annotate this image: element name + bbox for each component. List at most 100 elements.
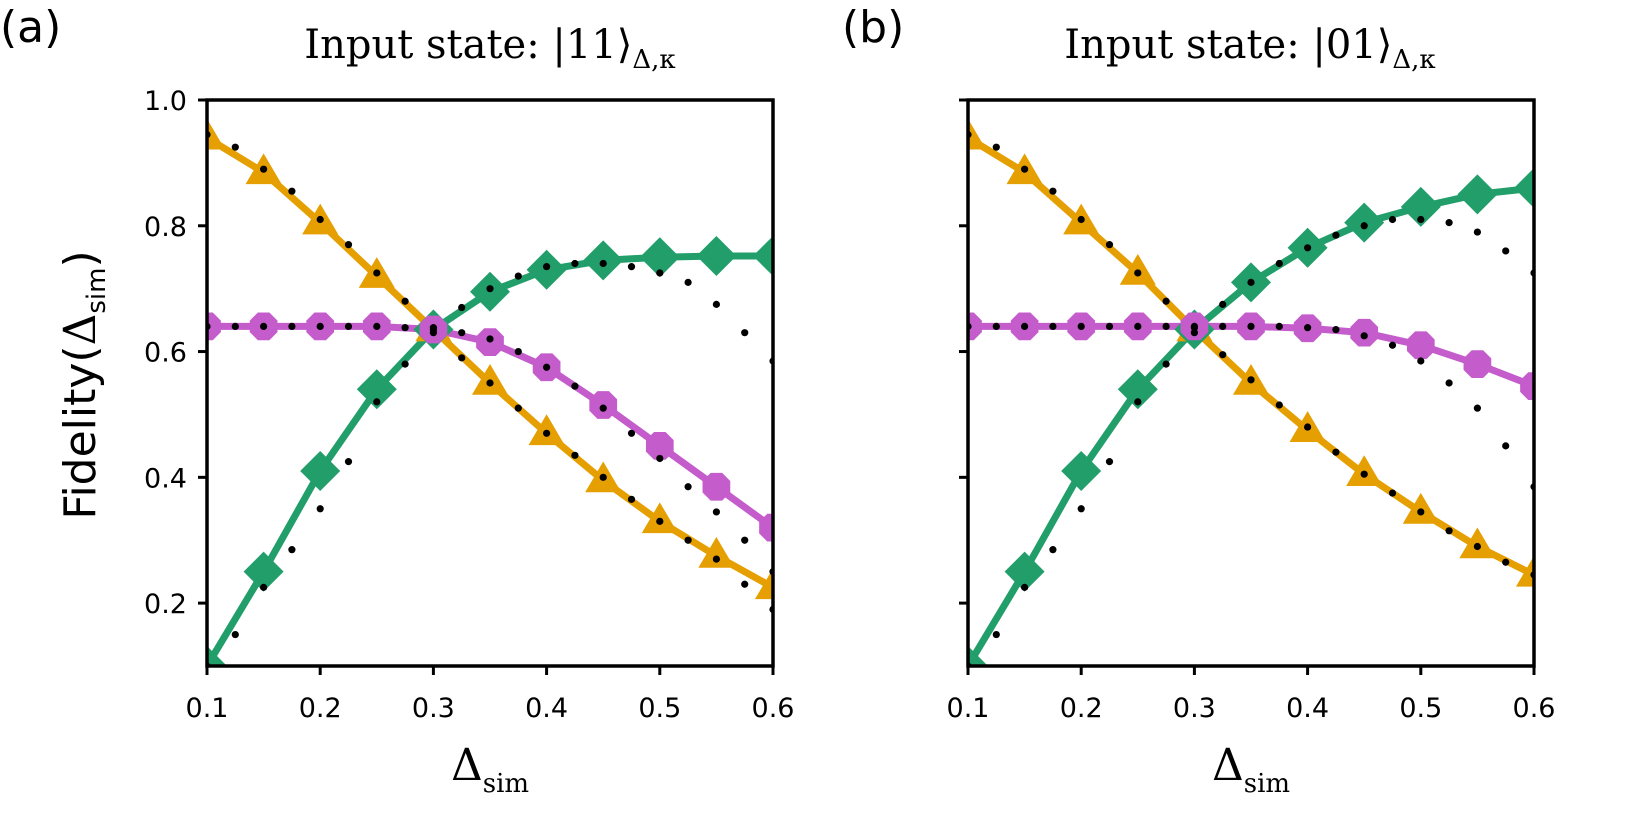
orange-dotted-dot xyxy=(1360,470,1368,478)
purple-octagons-marker xyxy=(207,312,221,341)
green-diamonds-marker xyxy=(300,451,341,492)
purple-dotted-dot xyxy=(1332,325,1340,334)
orange-dotted-dot xyxy=(741,580,749,588)
x-axis-label: Δsim xyxy=(451,740,529,799)
purple-dotted-dot xyxy=(1021,322,1029,330)
x-tick-label: 0.3 xyxy=(1173,693,1216,724)
purple-dotted-dot xyxy=(712,508,721,516)
panel-a: (a) Input state: |11⟩Δ,κ 0.1 0.2 0.3 0.4 0.5 0.… xyxy=(0,2,794,799)
purple-octagons-marker xyxy=(759,513,773,542)
green-diamonds-marker xyxy=(356,369,397,410)
x-tick-label: 0.5 xyxy=(1399,693,1442,724)
purple-dotted-dot xyxy=(373,322,381,330)
orange-dotted-dot xyxy=(1417,508,1425,516)
orange-dotted-dot xyxy=(712,555,721,563)
purple-dotted-dot xyxy=(316,322,324,330)
axes-frame xyxy=(205,98,775,668)
purple-dotted-dot xyxy=(627,429,636,437)
orange-dotted-dot xyxy=(1162,297,1170,305)
orange-dotted-dot xyxy=(627,495,636,503)
green-diamonds-marker xyxy=(1514,168,1534,209)
orange-dotted-dot xyxy=(260,165,268,173)
x-tick-label: 0.4 xyxy=(1286,693,1329,724)
orange-dotted-dot xyxy=(656,517,664,525)
orange-dotted-dot xyxy=(401,297,409,305)
purple-octagons-marker xyxy=(968,312,982,341)
green-dotted-dot xyxy=(514,272,522,280)
purple-octagons-marker xyxy=(1520,372,1534,401)
green-dotted-dot xyxy=(1445,219,1453,227)
orange-dotted-dot xyxy=(684,536,692,544)
green-diamonds-marker xyxy=(243,551,284,592)
purple-dotted-dot xyxy=(741,536,749,544)
orange-dotted-dot xyxy=(373,269,381,277)
green-dotted-dot xyxy=(1417,215,1425,224)
green-dotted-dot xyxy=(1360,222,1368,230)
orange-triangles-marker xyxy=(968,118,987,150)
x-tick-label: 0.6 xyxy=(1513,693,1556,724)
x-tick-label: 0.1 xyxy=(186,693,229,724)
purple-dotted-dot xyxy=(599,404,607,412)
purple-dotted-dot xyxy=(1388,341,1397,349)
y-tick-label: 0.8 xyxy=(144,212,187,243)
purple-dotted-dot xyxy=(1417,357,1425,365)
green-dotted-dot xyxy=(684,278,692,286)
green-dotted-dot xyxy=(992,630,1000,639)
purple-dotted-dot xyxy=(1049,322,1057,330)
green-dotted-dot xyxy=(1021,583,1029,591)
orange-triangles-marker xyxy=(754,568,773,600)
plot-area xyxy=(207,118,773,666)
purple-dotted-dot xyxy=(231,322,239,330)
purple-dotted-dot xyxy=(656,454,664,463)
green-diamonds-marker xyxy=(968,646,988,666)
purple-dotted-dot xyxy=(1105,322,1114,330)
orange-dotted-dot xyxy=(571,451,579,459)
x-tick-label: 0.6 xyxy=(752,693,795,724)
orange-dotted-dot xyxy=(486,379,494,387)
orange-dotted-dot xyxy=(288,187,296,195)
chart-title: Input state: |11⟩Δ,κ xyxy=(304,22,675,75)
y-tick-label: 0.6 xyxy=(144,338,187,369)
purple-dotted-dot xyxy=(458,329,466,337)
orange-triangles-marker xyxy=(641,502,678,534)
green-dotted-dot xyxy=(712,300,721,308)
orange-dotted-dot xyxy=(458,354,466,362)
green-dotted-dot xyxy=(1332,231,1340,239)
orange-triangles-marker xyxy=(1346,455,1383,486)
green-dotted-dot xyxy=(1134,398,1142,406)
purple-dotted-dot xyxy=(1473,404,1481,412)
x-tick-label: 0.4 xyxy=(525,693,568,724)
purple-octagons-line xyxy=(207,322,773,531)
green-dotted-dot xyxy=(344,458,353,466)
y-axis-label: Fidelity(Δsim) xyxy=(55,250,112,519)
green-dotted-dot xyxy=(627,263,636,271)
green-dotted-dot xyxy=(1304,244,1312,252)
green-diamonds-marker xyxy=(1400,186,1441,227)
green-diamonds-marker xyxy=(1117,369,1158,410)
y-tick-label: 1.0 xyxy=(144,86,187,117)
green-dotted-dot xyxy=(1247,278,1255,286)
panel-label: (a) xyxy=(0,2,61,53)
green-dotted-dot xyxy=(1473,228,1481,236)
x-tick-label: 0.1 xyxy=(947,693,990,724)
green-diamonds-marker xyxy=(1457,174,1498,215)
purple-octagons-marker xyxy=(702,472,731,501)
orange-dotted-dot xyxy=(1077,215,1085,224)
green-dotted-dot xyxy=(260,583,268,591)
purple-dotted-dot xyxy=(1247,322,1255,330)
orange-dotted-dot xyxy=(1473,542,1481,551)
green-dotted-dot xyxy=(1077,505,1085,513)
green-dotted-dot xyxy=(741,329,749,337)
purple-octagons-marker xyxy=(645,432,674,460)
x-axis-label: Δsim xyxy=(1212,740,1290,799)
y-tick-label: 0.4 xyxy=(144,463,187,494)
purple-dotted-dot xyxy=(1445,379,1453,387)
green-dotted-dot xyxy=(1105,458,1114,466)
green-diamonds-marker xyxy=(1004,551,1045,592)
x-tick-label: 0.3 xyxy=(412,693,455,724)
green-dotted-dot xyxy=(401,360,409,368)
orange-triangles-marker xyxy=(1119,253,1156,285)
orange-dotted-dot xyxy=(316,215,324,224)
purple-dotted-dot xyxy=(486,335,494,343)
